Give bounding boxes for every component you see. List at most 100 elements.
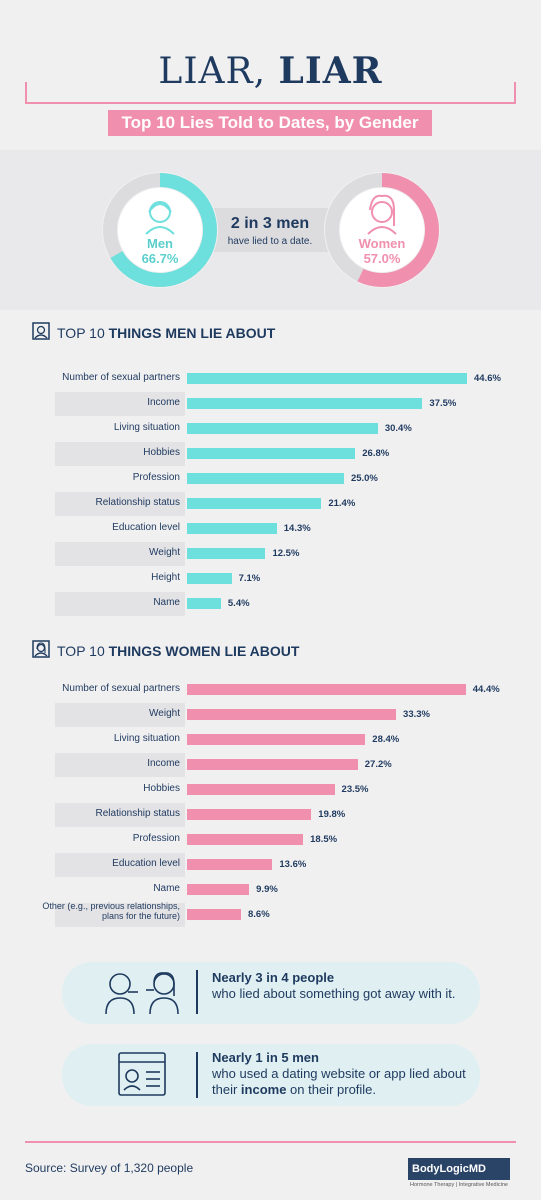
men-row-stripe — [55, 592, 185, 616]
women-row-stripe — [55, 803, 185, 827]
men-label: Men — [147, 236, 173, 251]
men-row-stripe — [55, 392, 185, 416]
women-category-label: Name — [153, 883, 180, 894]
men-value-label: 37.5% — [429, 397, 457, 409]
men-category-label: Height — [151, 572, 180, 583]
women-value-label: 28.4% — [372, 733, 400, 745]
subtitle: Top 10 Lies Told to Dates, by Gender — [108, 110, 432, 136]
callout-text-2: Nearly 1 in 5 men who used a dating webs… — [212, 1050, 474, 1098]
man-section-icon — [32, 322, 50, 340]
whispering-people-icon — [105, 972, 179, 1015]
women-row-stripe — [55, 903, 185, 927]
women-value: 57.0% — [363, 251, 401, 266]
title-frame-line — [25, 102, 516, 104]
men-category-label: Number of sexual partners — [62, 372, 180, 383]
woman-icon — [367, 194, 397, 235]
men-category-label: Profession — [132, 472, 180, 483]
callout-got-away — [62, 962, 480, 1024]
men-value: 66.7% — [141, 251, 179, 266]
women-category-label: Education level — [112, 858, 180, 869]
men-category-label: Name — [153, 597, 180, 608]
footer-rule — [25, 1141, 516, 1143]
callout-2-bold: Nearly 1 in 5 men — [212, 1050, 319, 1065]
men-title-prefix: TOP 10 — [57, 325, 109, 341]
women-bar — [187, 684, 466, 695]
hero-headline: 2 in 3 men — [230, 215, 310, 232]
women-row-stripe — [55, 703, 185, 727]
women-section-title: TOP 10 THINGS WOMEN LIE ABOUT — [57, 643, 299, 659]
women-label: Women — [358, 236, 406, 251]
page-title: LIAR, LIAR — [0, 50, 541, 92]
woman-section-icon — [32, 640, 50, 658]
women-ring-arc — [325, 173, 439, 287]
women-bar — [187, 884, 250, 895]
title-part2: LIAR — [278, 50, 383, 92]
women-ring-inner — [340, 188, 424, 272]
men-bar — [187, 473, 344, 484]
women-bar — [187, 759, 358, 770]
women-category-label: Other (e.g., previous relationships, pla… — [42, 901, 180, 921]
men-bar — [187, 598, 221, 609]
women-category-label: Weight — [149, 708, 180, 719]
callout-2-text-before: who used a dating website or app lied ab… — [212, 1066, 466, 1097]
women-category-label: Relationship status — [95, 808, 181, 819]
women-bar — [187, 709, 397, 720]
hero-graphic — [102, 172, 440, 288]
women-category-label: Income — [147, 758, 180, 769]
men-value-label: 25.0% — [350, 472, 378, 484]
men-section-title: TOP 10 THINGS MEN LIE ABOUT — [57, 325, 275, 341]
men-bar — [187, 548, 266, 559]
brand-logo: BodyLogicMD — [408, 1158, 510, 1180]
women-value-label: 44.4% — [472, 683, 500, 695]
women-value-label: 33.3% — [403, 708, 430, 720]
men-value-label: 44.6% — [474, 372, 501, 384]
women-value-label: 13.6% — [279, 858, 307, 870]
hero-subtext: have lied to a date. — [227, 236, 313, 247]
women-bar — [187, 809, 312, 820]
men-ring-arc — [103, 173, 217, 287]
men-value-label: 7.1% — [238, 572, 261, 584]
men-bar — [187, 573, 232, 584]
women-category-label: Living situation — [113, 733, 180, 744]
women-category-label: Hobbies — [143, 783, 180, 794]
men-bar — [187, 498, 322, 509]
men-value-label: 5.4% — [227, 597, 250, 609]
women-value-label: 9.9% — [256, 883, 278, 895]
man-icon — [145, 201, 175, 235]
title-frame-right — [514, 82, 516, 104]
profile-card-icon — [118, 1052, 166, 1096]
men-ring-inner — [118, 188, 202, 272]
women-value-label: 19.8% — [318, 808, 346, 820]
callout-divider-2 — [196, 1052, 198, 1098]
title-part1: LIAR, — [158, 51, 279, 92]
source-note: Source: Survey of 1,320 people — [25, 1161, 194, 1175]
women-title-bold: THINGS WOMEN LIE ABOUT — [108, 643, 300, 659]
men-value-label: 30.4% — [384, 422, 412, 434]
women-bar — [187, 784, 335, 795]
women-bar — [187, 734, 366, 745]
men-bar — [187, 448, 356, 459]
women-value-label: 27.2% — [364, 758, 392, 770]
women-category-label: Number of sexual partners — [62, 683, 180, 694]
women-value-label: 18.5% — [310, 833, 338, 845]
men-category-label: Education level — [112, 522, 180, 533]
men-row-stripe — [55, 542, 185, 566]
men-bar — [187, 523, 277, 534]
women-bar — [187, 834, 304, 845]
men-value-label: 12.5% — [272, 547, 300, 559]
men-row-stripe — [55, 442, 185, 466]
callout-1-bold: Nearly 3 in 4 people — [212, 970, 335, 985]
men-category-label: Relationship status — [95, 497, 181, 508]
men-category-label: Living situation — [113, 422, 180, 433]
men-category-label: Hobbies — [143, 447, 180, 458]
women-bar — [187, 909, 241, 920]
callout-1-text: who lied about something got away with i… — [212, 986, 456, 1001]
callout-2-bold-inline: income — [240, 1082, 287, 1097]
men-category-label: Weight — [149, 547, 180, 558]
men-category-label: Income — [147, 397, 180, 408]
title-frame-left — [25, 82, 27, 104]
men-bar — [187, 373, 467, 384]
men-row-stripe — [55, 492, 185, 516]
women-bar — [187, 859, 273, 870]
women-row-stripe — [55, 753, 185, 777]
